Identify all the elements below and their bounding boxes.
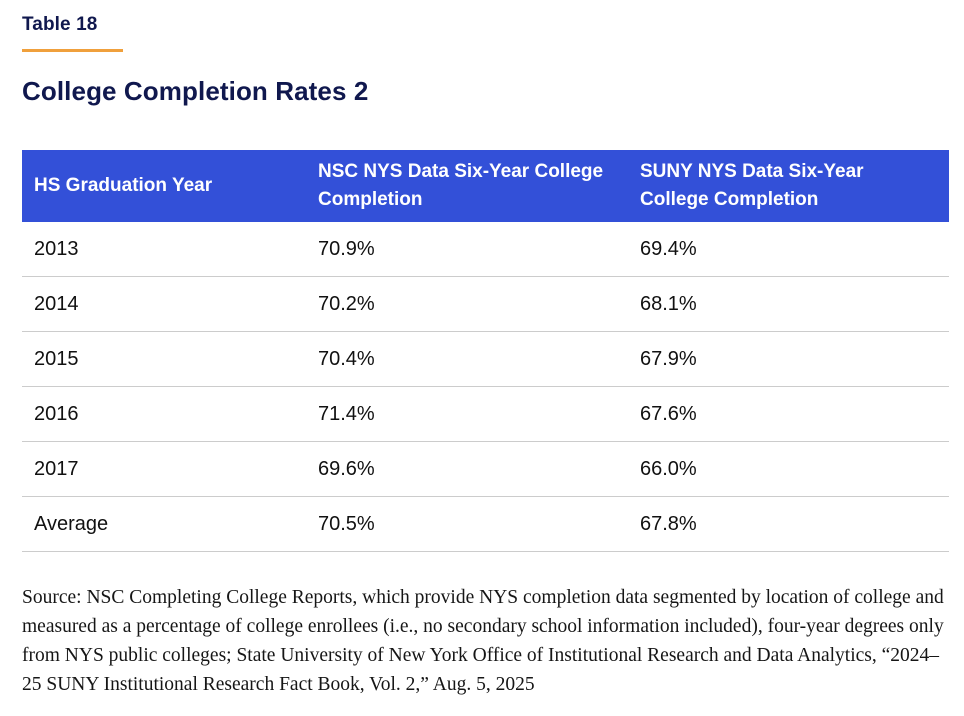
table-body: 2013 70.9% 69.4% 2014 70.2% 68.1% 2015 70.4% 67.… [22,222,949,552]
row-label-cell: 2013 [34,237,79,260]
value-cell: 69.4% [640,237,697,260]
value-cell: 71.4% [318,402,375,425]
value-cell: 67.8% [640,512,697,535]
table-row: 2016 71.4% 67.6% [22,387,949,442]
table-row: Average 70.5% 67.8% [22,497,949,552]
value-cell: 70.2% [318,292,375,315]
column-header: HS Graduation Year [34,175,213,196]
value-cell: 67.6% [640,402,697,425]
table-row: 2014 70.2% 68.1% [22,277,949,332]
column-header: SUNY NYS Data Six-Year College Completio… [640,161,864,210]
row-label-cell: 2014 [34,292,79,315]
table-number-label: Table 18 [22,14,98,35]
row-label-cell: Average [34,512,109,535]
page-title: College Completion Rates 2 [22,76,369,106]
column-header: NSC NYS Data Six-Year College Completion [318,161,604,210]
value-cell: 70.4% [318,347,375,370]
row-label-cell: 2015 [34,347,79,370]
source-note: Source: NSC Completing College Reports, … [22,587,944,695]
report-page: Table 18 College Completion Rates 2 HS G… [22,14,949,695]
value-cell: 70.9% [318,237,375,260]
value-cell: 69.6% [318,457,375,480]
row-label-cell: 2016 [34,402,79,425]
completion-rates-table: HS Graduation Year NSC NYS Data Six-Year … [22,150,949,552]
value-cell: 70.5% [318,512,375,535]
orange-accent-rule [22,49,123,52]
value-cell: 68.1% [640,292,697,315]
value-cell: 67.9% [640,347,697,370]
table-row: 2017 69.6% 66.0% [22,442,949,497]
table-row: 2015 70.4% 67.9% [22,332,949,387]
table-row: 2013 70.9% 69.4% [22,222,949,277]
value-cell: 66.0% [640,457,697,480]
row-label-cell: 2017 [34,457,79,480]
table-header-row: HS Graduation Year NSC NYS Data Six-Year … [22,150,949,222]
